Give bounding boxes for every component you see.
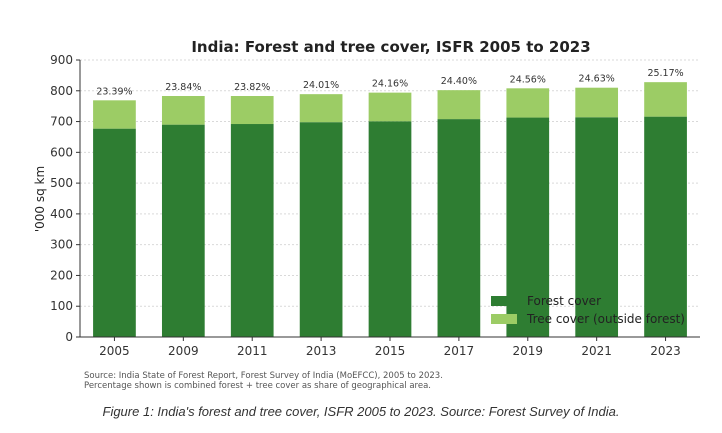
y-tick-label: 300 bbox=[50, 238, 73, 252]
bar-tree-cover bbox=[299, 94, 343, 123]
bar-tree-cover bbox=[575, 87, 619, 118]
bar-tree-cover bbox=[93, 100, 136, 129]
figure-caption: Figure 1: India's forest and tree cover,… bbox=[102, 404, 620, 419]
bar-tree-cover bbox=[368, 92, 412, 122]
y-tick-label: 0 bbox=[65, 330, 73, 344]
y-tick-label: 800 bbox=[50, 84, 73, 98]
bar-tree-cover bbox=[644, 82, 687, 117]
x-tick-label: 2013 bbox=[306, 344, 337, 358]
data-label: 24.63% bbox=[579, 74, 615, 85]
y-tick-label: 400 bbox=[50, 207, 73, 221]
bar-layer bbox=[93, 82, 687, 338]
legend-swatch-forest bbox=[491, 296, 517, 306]
data-label: 24.01% bbox=[303, 80, 339, 91]
bar-forest-cover bbox=[299, 122, 343, 337]
bar-tree-cover bbox=[506, 88, 550, 118]
y-tick-label: 500 bbox=[50, 176, 73, 190]
bar-forest-cover bbox=[437, 119, 481, 338]
x-tick-label: 2011 bbox=[237, 344, 268, 358]
x-tick-label: 2023 bbox=[650, 344, 681, 358]
x-tick-label: 2015 bbox=[375, 344, 406, 358]
source-line-2: Percentage shown is combined forest + tr… bbox=[84, 381, 431, 391]
bar-tree-cover bbox=[230, 96, 274, 125]
bar-forest-cover bbox=[230, 124, 274, 337]
y-tick-label: 900 bbox=[50, 53, 73, 67]
data-label: 23.82% bbox=[234, 82, 270, 93]
y-tick-label: 700 bbox=[50, 115, 73, 129]
data-label: 23.39% bbox=[96, 86, 132, 97]
data-label: 23.84% bbox=[165, 82, 201, 93]
y-tick-label: 200 bbox=[50, 268, 73, 282]
axis-layer bbox=[76, 59, 700, 341]
bar-tree-cover bbox=[161, 96, 205, 125]
x-tick-label: 2009 bbox=[168, 344, 199, 358]
x-tick-label: 2017 bbox=[444, 344, 475, 358]
source-line-1: Source: India State of Forest Report, Fo… bbox=[84, 371, 443, 381]
x-tick-label: 2005 bbox=[99, 344, 130, 358]
x-tick-label: 2021 bbox=[581, 344, 612, 358]
bar-forest-cover bbox=[644, 116, 687, 338]
data-label: 24.16% bbox=[372, 79, 408, 90]
bar-forest-cover bbox=[93, 128, 136, 337]
data-label: 24.56% bbox=[510, 74, 546, 85]
bar-tree-cover bbox=[437, 90, 481, 120]
bar-forest-cover bbox=[368, 121, 412, 338]
data-label: 24.40% bbox=[441, 76, 477, 87]
bar-forest-cover bbox=[161, 124, 205, 337]
y-tick-label: 100 bbox=[50, 299, 73, 313]
chart-title: India: Forest and tree cover, ISFR 2005 … bbox=[191, 38, 590, 56]
legend: Forest cover Tree cover (outside forest) bbox=[491, 294, 685, 326]
y-axis-label: '000 sq km bbox=[33, 166, 47, 232]
legend-label-forest: Forest cover bbox=[527, 294, 601, 308]
data-label: 25.17% bbox=[647, 68, 683, 79]
legend-swatch-tree bbox=[491, 314, 517, 324]
bar-forest-cover bbox=[575, 117, 619, 337]
chart: India: Forest and tree cover, ISFR 2005 … bbox=[33, 38, 700, 391]
x-tick-label: 2019 bbox=[513, 344, 544, 358]
y-tick-label: 600 bbox=[50, 145, 73, 159]
legend-label-tree: Tree cover (outside forest) bbox=[526, 312, 685, 326]
